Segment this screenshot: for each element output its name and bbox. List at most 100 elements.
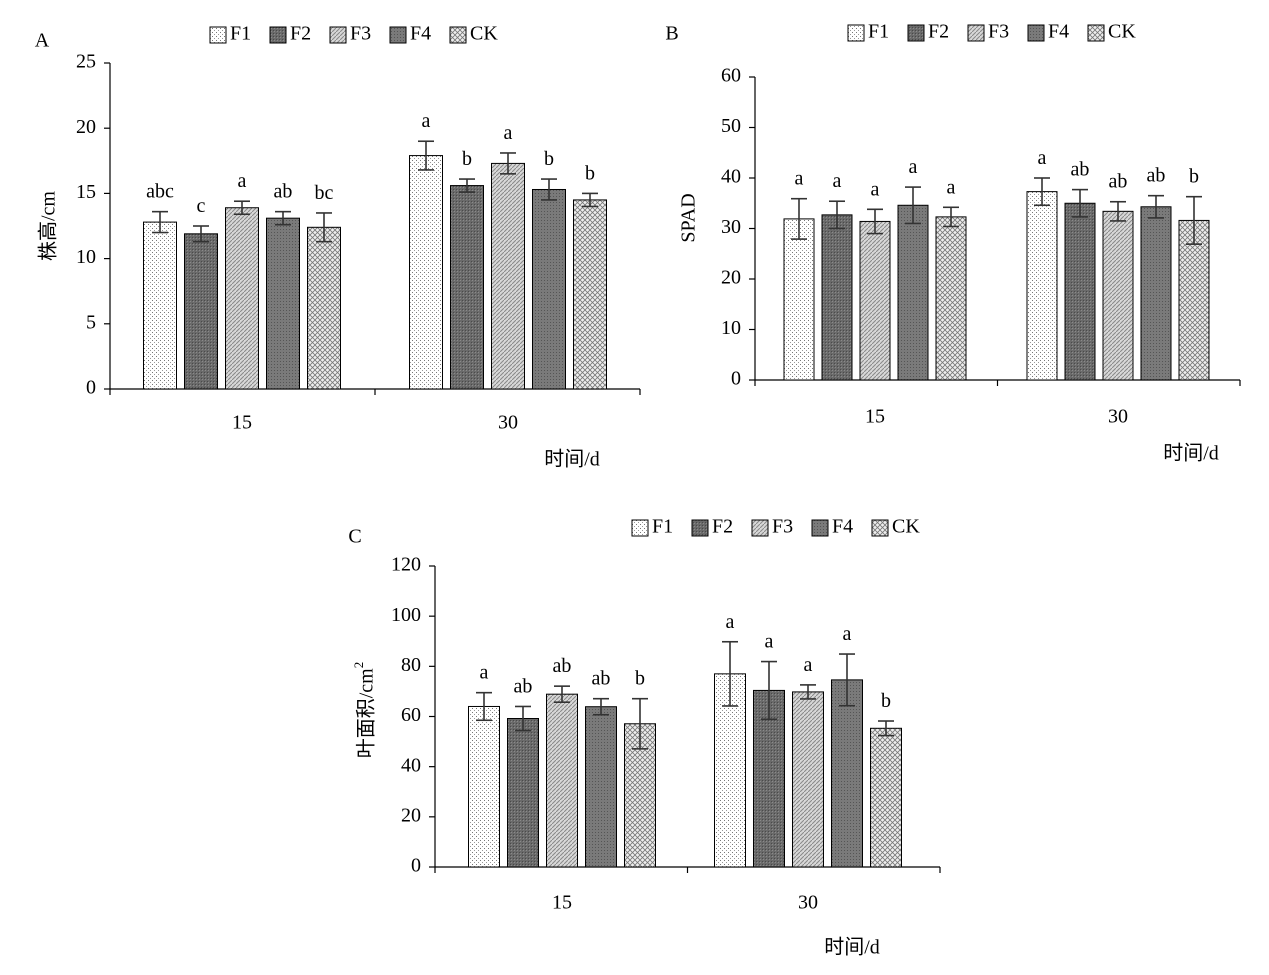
bar-f1 (143, 221, 177, 390)
legend-item: CK (1087, 21, 1136, 43)
significance-letter: ab (592, 668, 611, 690)
significance-letter: a (238, 170, 247, 192)
significance-letter: a (833, 170, 842, 192)
y-tick-label: 20 (721, 267, 741, 289)
legend-swatch (691, 519, 709, 537)
significance-letter: ab (1109, 171, 1128, 193)
legend-label: CK (892, 516, 920, 538)
y-tick-label: 60 (401, 704, 421, 726)
y-tick-label: 20 (76, 116, 96, 138)
legend-swatch (329, 26, 347, 44)
significance-letter: b (635, 668, 645, 690)
significance-letter: b (585, 162, 595, 184)
legend-item: F1 (631, 516, 673, 538)
significance-letter: ab (274, 181, 293, 203)
significance-letter: ab (553, 655, 572, 677)
bar-f4 (532, 188, 566, 390)
bar-f2 (450, 185, 484, 390)
bar-ck (935, 216, 967, 381)
bar-ck (307, 226, 341, 390)
legend-swatch (269, 26, 287, 44)
bar-f1 (783, 218, 815, 381)
legend-swatch (967, 24, 985, 42)
legend-swatch (389, 26, 407, 44)
x-tick-label: 30 (1108, 406, 1128, 428)
x-axis-label: 时间/d (544, 448, 600, 471)
legend-label: F2 (712, 516, 733, 538)
y-axis-label-superscript: 2 (351, 662, 366, 669)
significance-letter: a (726, 611, 735, 633)
bar-ck (870, 727, 902, 868)
legend-label: CK (470, 23, 498, 45)
bar-ck (1178, 219, 1210, 381)
y-tick-label: 0 (731, 368, 741, 390)
bar-f1 (1026, 191, 1058, 381)
legend: F1 F2 F3 F4 CK (209, 23, 498, 45)
y-tick-label: 0 (411, 855, 421, 877)
x-tick-label: 15 (865, 406, 885, 428)
significance-letter: a (909, 156, 918, 178)
bar-f2 (821, 214, 853, 381)
bar-f3 (225, 207, 259, 390)
chart-panel-b: B F1 F2 F3 F4 CK 0 10 20 30 40 50 60 15 30 时间/d SPAD a a a a… (665, 21, 1241, 465)
significance-letter: a (480, 662, 489, 684)
x-tick-label: 30 (798, 892, 818, 914)
x-tick-label: 30 (498, 412, 518, 434)
bar-f3 (546, 693, 578, 868)
y-axis-label: 叶面积/cm2 (351, 662, 377, 759)
significance-letter: b (1189, 166, 1199, 188)
x-tick-label: 15 (232, 412, 252, 434)
y-tick-label: 40 (721, 166, 741, 188)
legend-swatch (449, 26, 467, 44)
significance-letter: ab (1071, 159, 1090, 181)
legend-swatch (907, 24, 925, 42)
legend-label: F1 (868, 21, 889, 43)
y-tick-label: 20 (401, 804, 421, 826)
legend: F1 F2 F3 F4 CK (847, 21, 1136, 43)
significance-letter: a (843, 623, 852, 645)
legend-item: CK (871, 516, 920, 538)
significance-letter: c (197, 195, 206, 217)
x-axis-label: 时间/d (824, 936, 880, 959)
bar-f1 (468, 705, 500, 868)
legend-swatch (1027, 24, 1045, 42)
legend-item: F4 (1027, 21, 1069, 43)
y-tick-label: 40 (401, 754, 421, 776)
significance-letter: a (1038, 147, 1047, 169)
legend-swatch (811, 519, 829, 537)
bar-f4 (585, 706, 617, 868)
legend-item: F1 (209, 23, 251, 45)
significance-letter: ab (514, 675, 533, 697)
significance-letter: a (804, 654, 813, 676)
legend-label: F4 (832, 516, 853, 538)
significance-letter: ab (1147, 165, 1166, 187)
legend-item: F3 (967, 21, 1009, 43)
bar-f4 (266, 217, 300, 390)
legend-swatch (631, 519, 649, 537)
y-axis-label: 株高/cm (37, 191, 60, 261)
legend-label: F4 (410, 23, 431, 45)
legend-label: F3 (772, 516, 793, 538)
y-tick-label: 50 (721, 115, 741, 137)
y-tick-label: 30 (721, 216, 741, 238)
legend-item: F4 (811, 516, 853, 538)
legend-label: F2 (928, 21, 949, 43)
y-tick-label: 10 (76, 246, 96, 268)
bar-f3 (792, 691, 824, 868)
significance-letter: a (947, 176, 956, 198)
significance-letter: a (795, 168, 804, 190)
significance-letter: b (462, 148, 472, 170)
legend-swatch (871, 519, 889, 537)
y-tick-label: 15 (76, 181, 96, 203)
y-tick-label: 5 (86, 311, 96, 333)
significance-letter: b (544, 148, 554, 170)
x-tick-label: 15 (552, 892, 572, 914)
legend-label: F2 (290, 23, 311, 45)
y-tick-label: 25 (76, 51, 96, 73)
significance-letter: abc (146, 181, 174, 203)
legend-label: F3 (988, 21, 1009, 43)
bar-f2 (507, 718, 539, 868)
significance-letter: a (422, 110, 431, 132)
bar-f4 (1140, 206, 1172, 381)
y-tick-label: 80 (401, 654, 421, 676)
